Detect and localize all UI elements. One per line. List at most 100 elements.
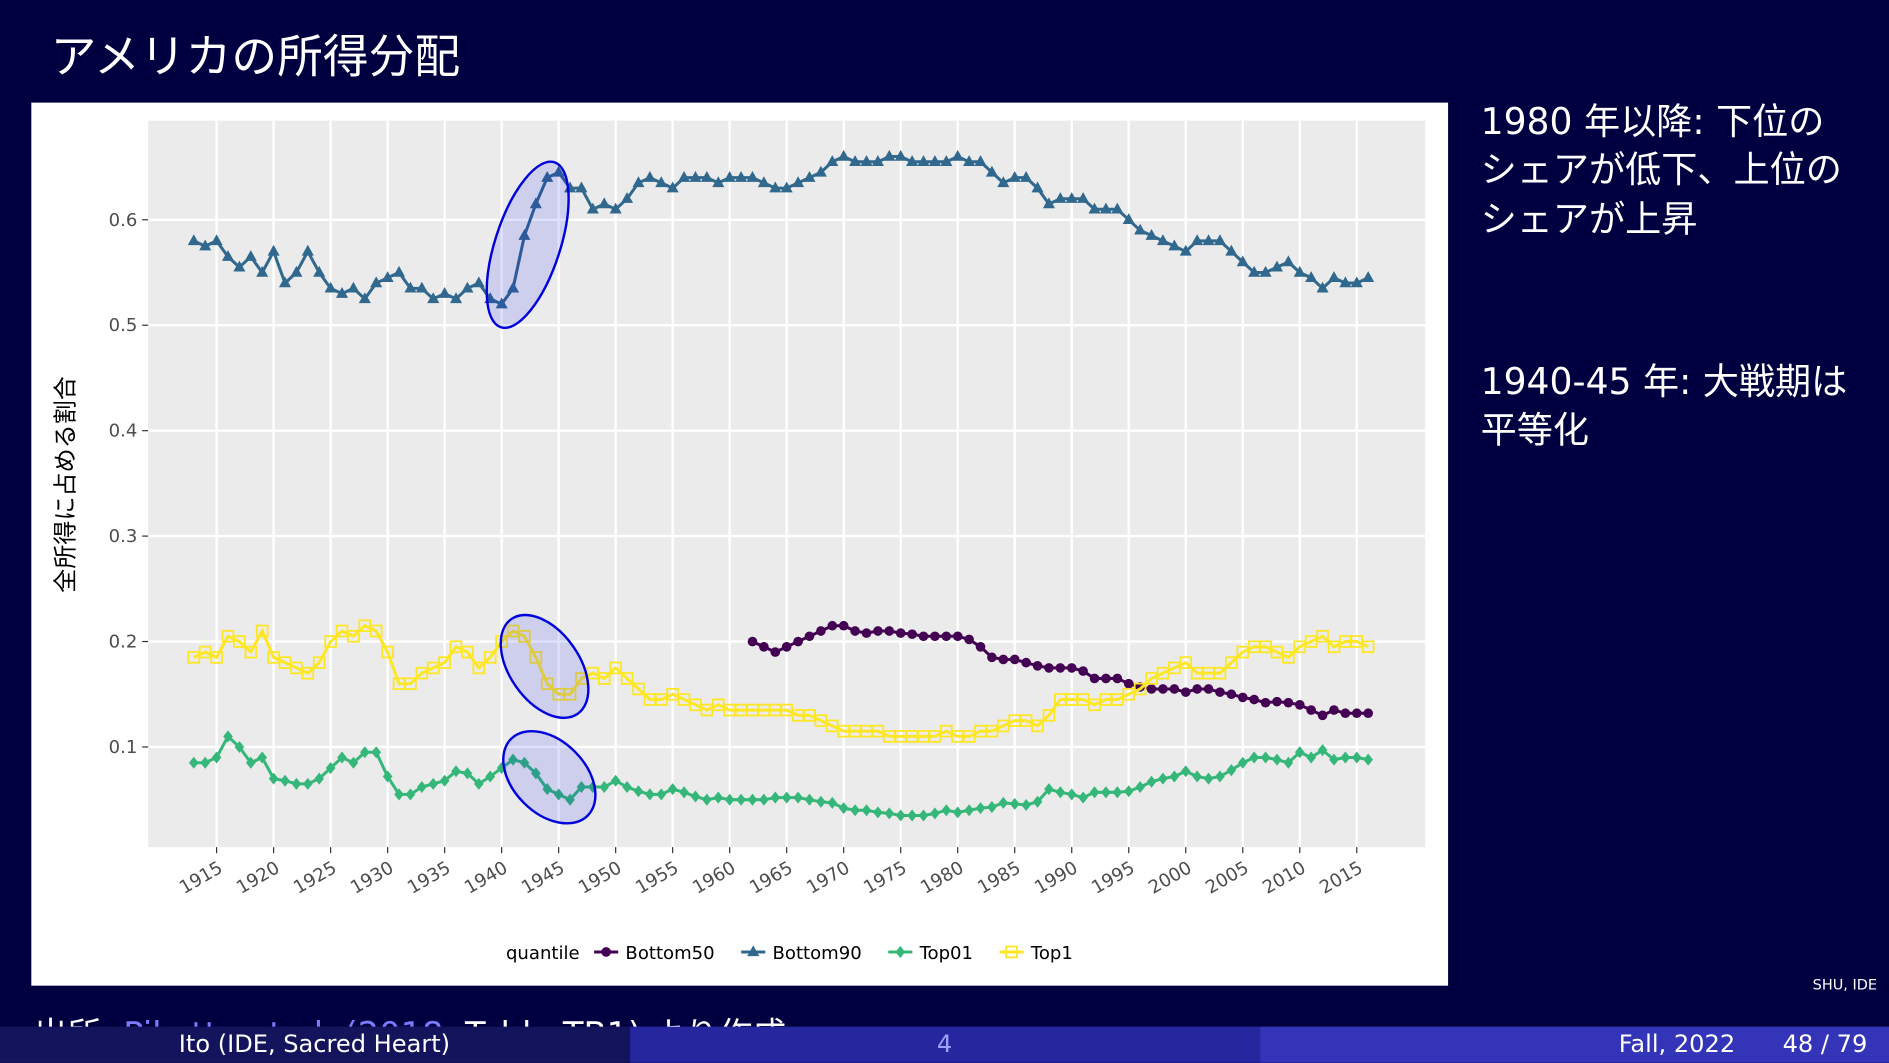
marker [884, 807, 895, 820]
marker [601, 947, 611, 957]
marker [518, 629, 531, 643]
marker [1248, 265, 1261, 277]
highlight-ellipse [485, 160, 570, 330]
marker [713, 791, 724, 804]
marker [1020, 170, 1033, 182]
marker [599, 781, 610, 794]
marker [1077, 192, 1090, 203]
marker [552, 165, 565, 177]
marker [347, 281, 360, 293]
marker [850, 626, 860, 636]
marker [427, 292, 440, 304]
marker [1226, 689, 1237, 700]
marker [255, 624, 269, 638]
marker [1260, 697, 1271, 708]
marker [1203, 772, 1214, 785]
marker [610, 774, 621, 787]
marker [1225, 656, 1238, 669]
marker [1282, 651, 1295, 664]
marker [347, 629, 360, 643]
marker [861, 804, 872, 817]
marker [1237, 692, 1248, 703]
marker [770, 647, 781, 657]
marker [895, 945, 906, 958]
highlight-ellipse [499, 613, 590, 720]
marker [747, 636, 758, 647]
marker [1044, 783, 1054, 796]
marker [1055, 786, 1066, 799]
marker [1054, 192, 1067, 203]
marker [849, 155, 862, 167]
marker [233, 260, 246, 272]
marker [622, 781, 632, 794]
marker [723, 170, 736, 182]
marker [1065, 192, 1078, 203]
marker [540, 677, 554, 691]
marker [655, 176, 668, 188]
marker [187, 234, 200, 246]
marker [793, 636, 803, 647]
marker [508, 753, 518, 766]
marker [645, 788, 655, 801]
marker [998, 654, 1009, 665]
marker [1305, 271, 1318, 283]
marker [985, 165, 998, 177]
marker [1066, 663, 1077, 673]
marker [621, 192, 634, 203]
marker [804, 631, 815, 642]
note-line: シェアが低下、上位の [1481, 148, 1842, 191]
marker [609, 202, 622, 214]
marker [1340, 708, 1351, 719]
marker [519, 756, 530, 769]
marker [335, 286, 349, 298]
marker [370, 276, 383, 288]
marker [917, 155, 930, 167]
marker [211, 751, 222, 764]
marker [1282, 255, 1295, 267]
footer-author: Ito (IDE, Sacred Heart) [179, 1030, 450, 1058]
marker [244, 645, 258, 659]
marker [325, 762, 336, 775]
marker [324, 635, 337, 648]
marker [747, 945, 760, 957]
marker [245, 756, 256, 769]
marker [1112, 786, 1123, 799]
marker [1237, 756, 1248, 769]
marker [963, 155, 976, 167]
marker [781, 641, 792, 652]
marker [1169, 770, 1180, 783]
marker [1339, 276, 1352, 288]
marker [1363, 753, 1373, 766]
marker [1215, 687, 1225, 697]
marker [609, 661, 622, 675]
marker [1316, 629, 1329, 643]
marker [997, 176, 1010, 188]
marker [792, 176, 805, 188]
marker [632, 176, 645, 188]
marker [952, 806, 963, 819]
marker [1158, 772, 1168, 785]
marker [1329, 753, 1339, 766]
marker [1179, 656, 1193, 669]
marker [1351, 751, 1362, 764]
marker [1088, 202, 1101, 214]
marker [1272, 696, 1282, 707]
marker [1226, 764, 1237, 777]
legend-label: Bottom90 [773, 943, 862, 964]
marker [290, 265, 303, 277]
marker [987, 801, 997, 814]
footer-section: 4 [937, 1030, 952, 1058]
marker [451, 765, 461, 778]
marker [838, 802, 849, 815]
marker [907, 629, 917, 639]
marker [450, 292, 463, 304]
marker [941, 804, 952, 817]
marker [1122, 213, 1135, 225]
highlight-ellipse [502, 729, 597, 825]
footer-middle [630, 1026, 1261, 1063]
marker [1021, 798, 1031, 811]
marker [233, 635, 246, 648]
marker [404, 281, 417, 293]
marker [369, 624, 383, 638]
marker [1202, 234, 1215, 246]
